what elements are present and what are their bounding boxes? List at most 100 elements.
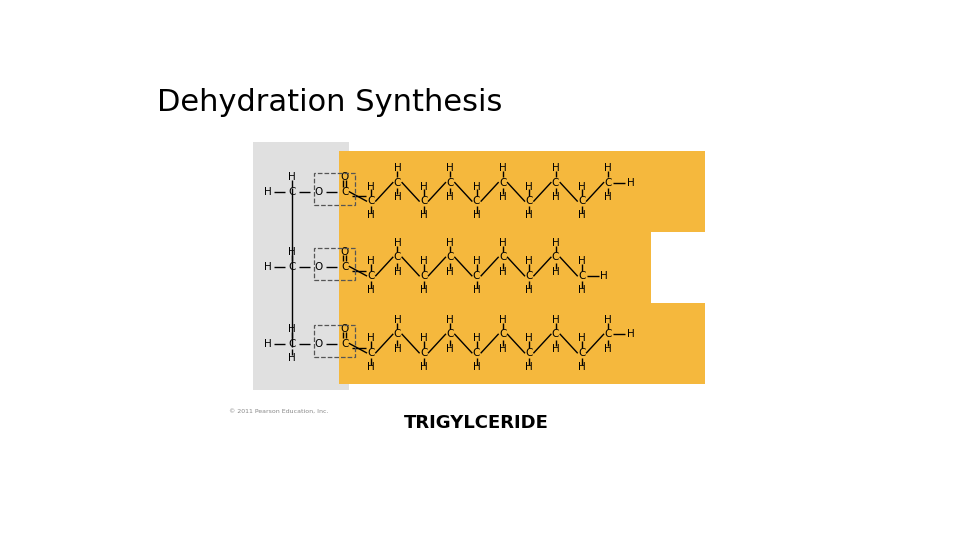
Text: C: C [420, 348, 427, 358]
Text: H: H [420, 333, 427, 343]
Text: H: H [627, 178, 635, 187]
Text: C: C [288, 261, 296, 272]
Text: C: C [605, 178, 612, 187]
Text: H: H [264, 261, 273, 272]
Text: H: H [368, 181, 375, 192]
Text: C: C [525, 196, 533, 206]
Text: H: H [394, 267, 401, 276]
Text: H: H [472, 333, 480, 343]
Text: H: H [499, 315, 507, 325]
Text: H: H [605, 315, 612, 325]
Text: H: H [578, 285, 586, 295]
Text: H: H [627, 329, 635, 339]
Text: H: H [578, 181, 586, 192]
Text: H: H [288, 247, 296, 257]
Text: O: O [341, 247, 348, 257]
Text: H: H [420, 362, 427, 372]
Text: H: H [552, 192, 560, 202]
Text: H: H [264, 339, 273, 348]
Text: H: H [472, 362, 480, 372]
Text: H: H [525, 333, 533, 343]
Text: O: O [314, 187, 323, 197]
Text: H: H [472, 211, 480, 220]
Text: C: C [446, 329, 454, 339]
Text: H: H [394, 315, 401, 325]
Text: H: H [552, 163, 560, 173]
Text: H: H [420, 211, 427, 220]
Text: C: C [394, 252, 401, 262]
Bar [339, 226, 651, 307]
Text: O: O [314, 339, 323, 348]
Text: H: H [499, 343, 507, 354]
Text: © 2011 Pearson Education, Inc.: © 2011 Pearson Education, Inc. [229, 409, 328, 414]
Text: C: C [368, 271, 374, 281]
Text: H: H [552, 267, 560, 276]
Text: C: C [394, 329, 401, 339]
Text: H: H [525, 362, 533, 372]
Text: H: H [288, 172, 296, 183]
Text: C: C [368, 196, 374, 206]
Text: C: C [578, 196, 586, 206]
Text: H: H [368, 285, 375, 295]
Text: H: H [394, 192, 401, 202]
Text: Dehydration Synthesis: Dehydration Synthesis [157, 88, 503, 117]
Text: H: H [420, 285, 427, 295]
Text: H: H [288, 324, 296, 334]
Text: H: H [368, 362, 375, 372]
Text: H: H [578, 256, 586, 266]
Text: C: C [605, 329, 612, 339]
Text: C: C [552, 178, 560, 187]
Text: H: H [394, 163, 401, 173]
Text: H: H [420, 256, 427, 266]
Text: H: H [368, 333, 375, 343]
Text: C: C [394, 178, 401, 187]
Text: H: H [446, 267, 454, 276]
Text: H: H [525, 285, 533, 295]
Text: H: H [288, 353, 296, 363]
Text: C: C [288, 339, 296, 348]
Text: C: C [420, 271, 427, 281]
Bar [253, 142, 348, 390]
Text: H: H [368, 256, 375, 266]
Bar [315, 173, 355, 205]
Bar [339, 151, 706, 232]
Text: H: H [394, 238, 401, 248]
Text: H: H [472, 285, 480, 295]
Text: C: C [473, 348, 480, 358]
Text: C: C [473, 271, 480, 281]
Text: C: C [446, 252, 454, 262]
Text: H: H [552, 238, 560, 248]
Text: C: C [341, 339, 348, 348]
Text: H: H [600, 271, 609, 281]
Text: O: O [341, 172, 348, 183]
Text: C: C [552, 252, 560, 262]
Text: H: H [394, 343, 401, 354]
Text: H: H [525, 211, 533, 220]
Text: H: H [446, 192, 454, 202]
Text: H: H [446, 238, 454, 248]
Text: C: C [525, 348, 533, 358]
Text: H: H [605, 163, 612, 173]
Text: C: C [473, 196, 480, 206]
Text: H: H [446, 343, 454, 354]
Text: H: H [472, 181, 480, 192]
Text: C: C [499, 329, 507, 339]
Text: C: C [499, 252, 507, 262]
Text: H: H [605, 192, 612, 202]
Bar [315, 248, 355, 280]
Text: H: H [264, 187, 273, 197]
Text: H: H [578, 362, 586, 372]
Text: C: C [446, 178, 454, 187]
Text: H: H [552, 315, 560, 325]
Text: C: C [368, 348, 374, 358]
Bar [339, 303, 706, 383]
Text: C: C [288, 187, 296, 197]
Text: C: C [341, 187, 348, 197]
Text: O: O [314, 261, 323, 272]
Text: H: H [605, 343, 612, 354]
Text: H: H [368, 211, 375, 220]
Text: H: H [446, 163, 454, 173]
Text: C: C [578, 348, 586, 358]
Text: O: O [341, 324, 348, 334]
Text: C: C [420, 196, 427, 206]
